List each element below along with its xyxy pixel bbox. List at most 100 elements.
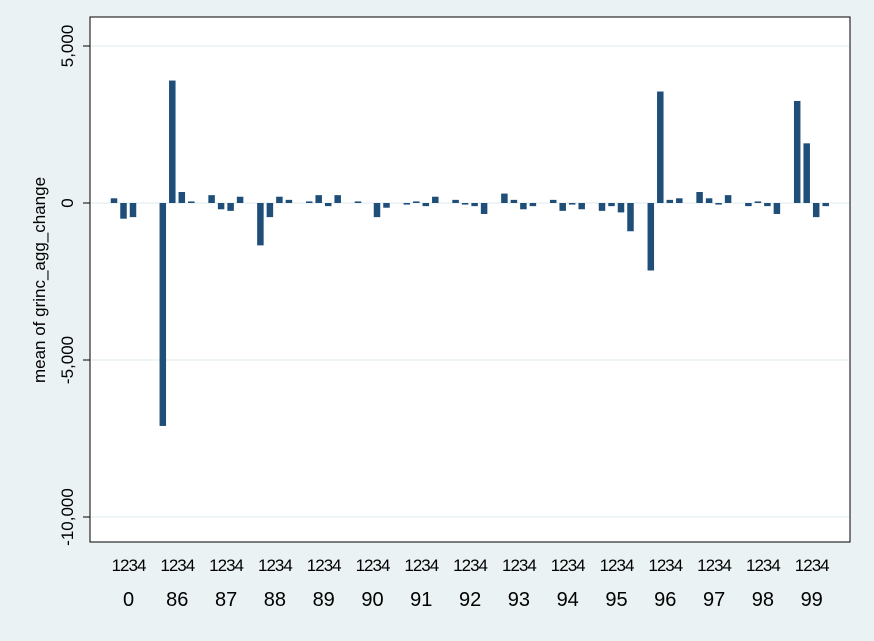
bar xyxy=(793,100,801,203)
y-tick-label: 0 xyxy=(58,198,77,207)
bar xyxy=(354,201,362,203)
bar xyxy=(529,203,537,207)
bar xyxy=(598,203,606,211)
bar xyxy=(305,201,313,203)
year-label: 88 xyxy=(264,589,286,611)
quarter-labels: 1234 xyxy=(209,556,243,575)
y-tick-label: -5,000 xyxy=(58,336,77,384)
bar xyxy=(178,192,186,203)
bar xyxy=(422,203,430,207)
bar xyxy=(208,195,215,203)
quarter-labels: 1234 xyxy=(502,556,536,575)
bar xyxy=(608,203,615,207)
x-axis: 1234 0 1234 86 1234 87 1234 88 1234 89 1234 90 1234 9… xyxy=(112,556,831,611)
bar xyxy=(647,203,655,271)
plot-area xyxy=(89,16,851,543)
quarter-labels: 1234 xyxy=(551,556,585,575)
bar xyxy=(578,203,585,210)
bar xyxy=(276,196,283,203)
year-label: 86 xyxy=(166,589,188,611)
bar xyxy=(169,80,176,203)
bar xyxy=(413,201,420,203)
bar xyxy=(617,203,625,213)
quarter-labels: 1234 xyxy=(648,556,682,575)
bar xyxy=(510,199,518,203)
quarter-labels: 1234 xyxy=(795,556,829,575)
year-label: 94 xyxy=(557,589,579,611)
bar xyxy=(822,203,829,207)
year-label: 99 xyxy=(801,589,823,611)
gridlines xyxy=(91,45,849,518)
bar xyxy=(745,203,752,207)
bar xyxy=(461,203,469,205)
quarter-labels: 1234 xyxy=(356,556,390,575)
y-tick-label: -10,000 xyxy=(58,488,77,546)
bar xyxy=(227,203,234,211)
bar xyxy=(773,203,781,214)
bar xyxy=(754,201,762,203)
year-label: 93 xyxy=(508,589,530,611)
quarter-labels: 1234 xyxy=(453,556,487,575)
bar xyxy=(666,199,674,203)
quarter-labels: 1234 xyxy=(307,556,341,575)
bar xyxy=(188,201,195,203)
year-label: 91 xyxy=(410,589,432,611)
year-label: 96 xyxy=(654,589,676,611)
bar xyxy=(803,143,810,203)
bar xyxy=(627,203,634,232)
bar xyxy=(705,198,713,203)
bars xyxy=(110,80,829,426)
y-tick-label: 5,000 xyxy=(58,25,77,68)
bar xyxy=(657,91,664,203)
bar xyxy=(334,195,341,203)
quarter-labels: 1234 xyxy=(746,556,780,575)
bar xyxy=(266,203,274,218)
bar xyxy=(383,203,390,208)
year-label: 98 xyxy=(752,589,774,611)
bar xyxy=(480,203,488,214)
bar xyxy=(549,199,557,203)
quarter-labels: 1234 xyxy=(112,556,146,575)
y-axis-label: mean of grinc_agg_change xyxy=(30,177,49,383)
quarter-labels: 1234 xyxy=(404,556,438,575)
year-label: 89 xyxy=(313,589,335,611)
year-label: 92 xyxy=(459,589,481,611)
year-label: 95 xyxy=(605,589,627,611)
bar xyxy=(568,203,576,205)
bar xyxy=(217,203,225,210)
bar xyxy=(285,199,293,203)
bar xyxy=(452,199,459,203)
year-label: 90 xyxy=(361,589,383,611)
bar xyxy=(159,203,167,426)
year-label: 87 xyxy=(215,589,237,611)
year-label: 0 xyxy=(123,589,134,611)
bar xyxy=(257,203,264,246)
year-label: 97 xyxy=(703,589,725,611)
bar xyxy=(520,203,527,210)
bar xyxy=(315,195,322,203)
bar xyxy=(120,203,127,219)
bar xyxy=(696,192,703,203)
bar xyxy=(129,203,137,218)
bar xyxy=(676,198,683,203)
bar xyxy=(764,203,771,207)
bar xyxy=(501,193,508,203)
bar xyxy=(471,203,478,207)
bar xyxy=(403,203,411,205)
bar xyxy=(432,196,439,203)
bar xyxy=(812,203,820,218)
bar xyxy=(715,203,722,205)
bar xyxy=(559,203,566,211)
bar xyxy=(724,195,732,203)
y-axis: 5,000 0 -5,000 -10,000 xyxy=(58,17,91,546)
bar xyxy=(324,203,332,207)
bar xyxy=(110,198,118,203)
quarter-labels: 1234 xyxy=(600,556,634,575)
bar xyxy=(236,196,244,203)
bar xyxy=(373,203,381,218)
quarter-labels: 1234 xyxy=(697,556,731,575)
quarter-labels: 1234 xyxy=(258,556,292,575)
quarter-labels: 1234 xyxy=(160,556,194,575)
